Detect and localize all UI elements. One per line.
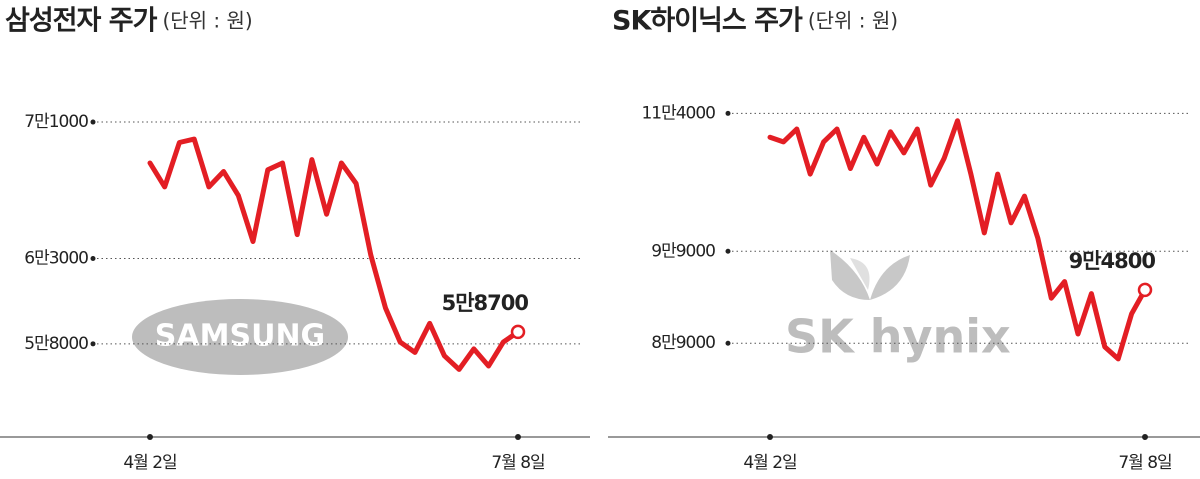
y-tick-label: 9만9000 (651, 241, 715, 261)
y-tick-dot (725, 248, 731, 254)
chart-title: 삼성전자 주가 (5, 6, 158, 37)
value-label: 5만8700 (442, 291, 529, 315)
y-tick-label: 6만3000 (24, 249, 88, 269)
x-tick-dot (147, 434, 153, 440)
y-tick-label: 11만4000 (641, 103, 715, 123)
end-point (1137, 282, 1153, 298)
y-tick-dot (725, 340, 731, 346)
price-line (147, 136, 521, 372)
y-tick-dot (725, 110, 731, 116)
samsung-logo (132, 299, 348, 375)
y-tick-label: 5만8000 (24, 334, 88, 354)
x-tick-label: 4월 2일 (123, 453, 176, 473)
end-point (510, 324, 526, 340)
logo-text: SAMSUNG (155, 319, 325, 354)
x-tick-dot (767, 434, 773, 440)
x-tick-dot (515, 434, 521, 440)
logo-text: SK hynix (785, 310, 1011, 364)
chart-title: SK하이닉스 주가 (612, 6, 803, 37)
x-tick-label: 4월 2일 (743, 453, 796, 473)
y-tick-dot (90, 341, 96, 347)
y-tick-dot (90, 119, 96, 125)
price-line (767, 118, 1148, 362)
chart-subtitle: (단위 : 원) (162, 9, 252, 33)
y-tick-label: 7만1000 (24, 112, 88, 132)
chart-subtitle: (단위 : 원) (808, 9, 898, 33)
x-tick-label: 7월 8일 (491, 453, 544, 473)
y-tick-label: 8만9000 (651, 333, 715, 353)
sk-logo-shape (830, 250, 910, 300)
x-tick-label: 7월 8일 (1118, 453, 1171, 473)
x-tick-dot (1142, 434, 1148, 440)
value-label: 9만4800 (1069, 249, 1156, 273)
y-tick-dot (90, 256, 96, 262)
